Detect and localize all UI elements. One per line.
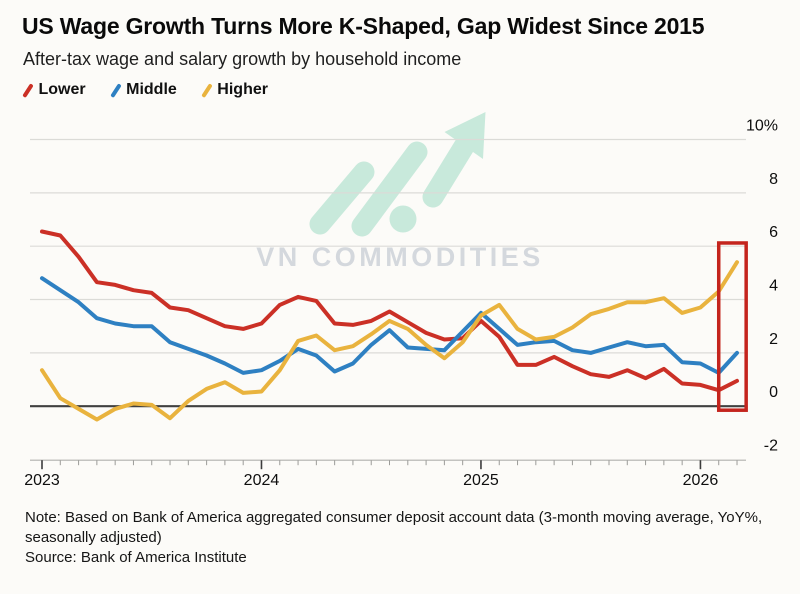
note-line-1: Note: Based on Bank of America aggregate… <box>25 509 763 526</box>
legend-item-higher: Higher <box>200 81 268 99</box>
note-line-2: seasonally adjusted) <box>25 529 162 546</box>
chart-title: US Wage Growth Turns More K-Shaped, Gap … <box>22 13 705 39</box>
legend-item-lower: Lower <box>22 81 86 99</box>
chart-subtitle: After-tax wage and salary growth by hous… <box>23 49 462 69</box>
x-axis-year-label: 2024 <box>244 472 280 489</box>
x-axis-year-label: 2025 <box>463 472 499 489</box>
x-axis-year-label: 2026 <box>683 472 719 489</box>
y-axis-label: 8 <box>769 171 778 188</box>
legend-label: Middle <box>126 81 177 98</box>
legend-label: Lower <box>38 81 86 98</box>
legend-label: Higher <box>217 81 268 98</box>
watermark-text: VN COMMODITIES <box>256 242 544 272</box>
watermark-logo: VN COMMODITIES <box>256 112 544 272</box>
y-axis-label: 6 <box>769 224 778 241</box>
highlight-box <box>716 241 748 412</box>
legend-item-middle: Middle <box>109 81 177 99</box>
series-line-middle <box>40 276 739 375</box>
chart-legend: Lower Middle Higher <box>22 81 268 99</box>
series-line-lower <box>40 229 739 393</box>
y-axis-label: 4 <box>769 278 778 295</box>
chart-footnote: Note: Based on Bank of America aggregate… <box>25 508 785 568</box>
y-axis-label: -2 <box>764 438 778 455</box>
y-axis-label: 2 <box>769 331 778 348</box>
series-line-higher <box>40 260 739 422</box>
y-axis-label: 10% <box>746 118 778 135</box>
y-axis-label: 0 <box>769 384 778 401</box>
x-axis-year-label: 2023 <box>24 472 60 489</box>
source-line: Source: Bank of America Institute <box>25 549 247 566</box>
